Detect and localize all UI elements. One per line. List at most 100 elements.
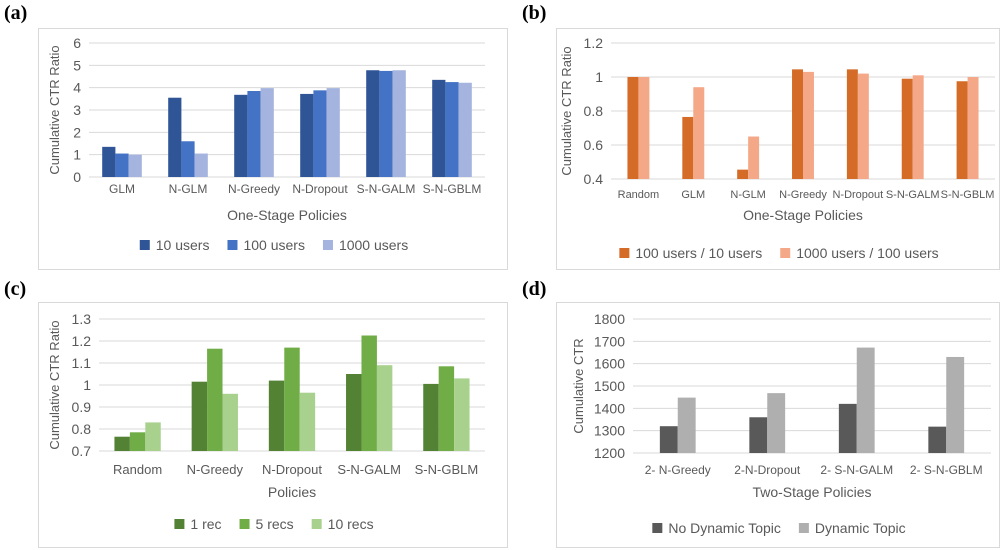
legend-swatch bbox=[174, 519, 185, 529]
legend-swatch bbox=[798, 523, 809, 533]
x-tick-label: S-N-GBLM bbox=[941, 189, 995, 201]
bar bbox=[454, 378, 470, 451]
y-tick-label: 1200 bbox=[594, 445, 625, 461]
chart-panel-d: 1200 1300 1400 1500 1600 1700 1800 2- N-Greedy 2… bbox=[556, 302, 1000, 548]
legend-label: 10 users bbox=[156, 237, 210, 253]
legend-swatch bbox=[227, 240, 238, 250]
bar bbox=[682, 116, 694, 179]
y-tick-label: 5 bbox=[73, 57, 81, 73]
bar bbox=[102, 146, 116, 177]
bar bbox=[379, 70, 393, 177]
chart-panel-a: 0 1 2 3 4 5 6 GLM N-GLM N-Greedy N-Dropout S-N-GALM… bbox=[38, 28, 508, 270]
panel-label-b: (b) bbox=[522, 2, 547, 24]
bar bbox=[326, 88, 340, 177]
x-tick-label: 2- N-Greedy bbox=[645, 463, 711, 477]
legend-label: 10 recs bbox=[328, 516, 374, 532]
bar bbox=[458, 82, 472, 177]
bar bbox=[234, 94, 248, 177]
y-tick-label: 0.8 bbox=[584, 103, 604, 119]
bar bbox=[222, 393, 238, 451]
chart-svg: 0.4 0.6 0.8 1 1.2 Random GLM N-GLM N-Greedy N-Dro… bbox=[559, 35, 995, 261]
chart-panel-b: 0.4 0.6 0.8 1 1.2 Random GLM N-GLM N-Greedy N-Dro… bbox=[556, 28, 1000, 270]
y-tick-label: 1 bbox=[83, 377, 91, 393]
x-tick-label: S-N-GALM bbox=[337, 462, 401, 477]
y-axis-label: Cumulative CTR Ratio bbox=[559, 46, 574, 175]
x-axis-label: Two-Stage Policies bbox=[752, 484, 871, 500]
legend-label: 100 users bbox=[243, 237, 304, 253]
bar bbox=[432, 79, 446, 177]
bar bbox=[423, 383, 439, 451]
x-tick-label: Random bbox=[618, 189, 660, 201]
bar bbox=[191, 381, 208, 451]
bar bbox=[803, 71, 814, 179]
bar bbox=[946, 356, 965, 453]
bar bbox=[838, 403, 857, 453]
y-axis-label: Cumulative CTR Ratio bbox=[47, 45, 62, 174]
legend-swatch bbox=[311, 519, 322, 529]
chart-panel-c: 0.7 0.8 0.9 1 1.1 1.2 1.3 Random N-Greedy N-Dropo… bbox=[38, 302, 508, 548]
bar bbox=[748, 136, 760, 179]
bar bbox=[846, 69, 858, 179]
bar bbox=[268, 380, 285, 451]
x-tick-label: N-Dropout bbox=[832, 189, 883, 201]
x-tick-label: Random bbox=[113, 462, 162, 477]
legend-swatch bbox=[322, 240, 333, 250]
legend-label: 5 recs bbox=[256, 516, 294, 532]
x-tick-label: 2- S-N-GBLM bbox=[910, 463, 983, 477]
legend-swatch bbox=[239, 519, 250, 529]
bar bbox=[912, 75, 924, 179]
bar bbox=[767, 393, 786, 453]
y-tick-label: 2 bbox=[73, 124, 81, 140]
bar bbox=[659, 426, 678, 453]
y-tick-label: 1800 bbox=[594, 311, 625, 327]
chart-svg: 0.7 0.8 0.9 1 1.1 1.2 1.3 Random N-Greedy N-Dropo… bbox=[47, 311, 485, 532]
x-tick-label: S-N-GALM bbox=[886, 189, 940, 201]
legend-swatch bbox=[652, 523, 663, 533]
bar bbox=[749, 417, 768, 453]
x-tick-label: N-Greedy bbox=[187, 462, 244, 477]
bar bbox=[901, 78, 913, 179]
legend-swatch bbox=[619, 248, 630, 258]
bar bbox=[638, 77, 650, 179]
bar bbox=[856, 347, 875, 453]
legend-swatch bbox=[780, 248, 791, 258]
legend-swatch bbox=[139, 240, 150, 250]
y-tick-label: 0.8 bbox=[72, 421, 92, 437]
bar bbox=[168, 97, 182, 177]
y-tick-label: 0 bbox=[73, 169, 81, 185]
y-tick-label: 1.1 bbox=[72, 355, 92, 371]
bar bbox=[114, 436, 130, 451]
bar bbox=[194, 153, 208, 177]
y-tick-label: 1 bbox=[73, 147, 81, 163]
bar bbox=[445, 82, 459, 177]
bar bbox=[299, 392, 316, 451]
legend-label: Dynamic Topic bbox=[815, 520, 906, 536]
bar bbox=[392, 70, 406, 177]
y-tick-label: 0.4 bbox=[584, 171, 604, 187]
x-tick-label: 2- S-N-GALM bbox=[820, 463, 893, 477]
legend-label: 1000 users / 100 users bbox=[796, 245, 938, 261]
x-axis-label: One-Stage Policies bbox=[743, 207, 863, 223]
y-tick-label: 1700 bbox=[594, 333, 625, 349]
bar bbox=[967, 77, 979, 179]
bar bbox=[928, 426, 947, 453]
y-tick-label: 1.2 bbox=[584, 35, 604, 51]
bar bbox=[857, 73, 869, 179]
x-tick-label: N-GLM bbox=[169, 182, 208, 196]
bar bbox=[792, 69, 803, 179]
y-axis-label: Cumulative CTR Ratio bbox=[47, 320, 62, 449]
x-tick-label: S-N-GBLM bbox=[415, 462, 479, 477]
bar bbox=[313, 90, 327, 177]
y-tick-label: 1 bbox=[595, 69, 603, 85]
legend-label: 1000 users bbox=[339, 237, 408, 253]
y-tick-label: 1600 bbox=[594, 356, 625, 372]
bar bbox=[366, 70, 380, 177]
y-tick-label: 0.6 bbox=[584, 137, 604, 153]
bar bbox=[207, 348, 223, 451]
bar bbox=[956, 81, 968, 179]
x-tick-label: N-GLM bbox=[730, 189, 765, 201]
bar bbox=[247, 91, 261, 177]
bar bbox=[361, 335, 377, 451]
x-tick-label: S-N-GBLM bbox=[423, 182, 482, 196]
bar bbox=[438, 366, 455, 451]
